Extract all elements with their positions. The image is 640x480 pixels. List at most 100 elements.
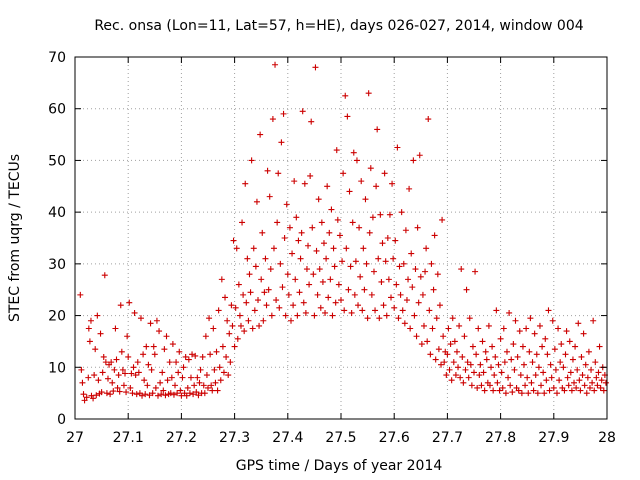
data-point	[533, 351, 540, 358]
x-tick-label: 27.9	[538, 430, 569, 446]
x-tick-label: 27	[66, 430, 84, 446]
data-point	[418, 341, 425, 348]
data-point	[292, 276, 299, 283]
data-point	[81, 397, 88, 404]
data-point	[461, 333, 468, 340]
data-point	[327, 276, 334, 283]
data-point	[228, 302, 235, 309]
data-point	[203, 372, 210, 379]
data-point	[497, 335, 504, 342]
data-point	[576, 377, 583, 384]
data-point	[240, 291, 247, 298]
data-point	[435, 346, 442, 353]
data-point	[401, 320, 408, 327]
data-point	[531, 330, 538, 337]
data-point	[196, 379, 203, 386]
data-point	[108, 359, 115, 366]
data-point	[344, 113, 351, 120]
data-point	[252, 263, 259, 270]
data-point	[225, 372, 232, 379]
data-point	[566, 338, 573, 345]
data-point	[176, 348, 183, 355]
data-point	[101, 272, 108, 279]
data-point	[310, 271, 317, 278]
data-point	[216, 364, 223, 371]
data-point	[115, 372, 122, 379]
data-point	[602, 379, 609, 386]
data-point	[168, 374, 175, 381]
data-point	[588, 366, 595, 373]
data-point	[269, 116, 276, 123]
data-point	[374, 126, 381, 133]
data-point	[567, 369, 574, 376]
data-point	[322, 309, 329, 316]
data-point	[141, 377, 148, 384]
data-point	[466, 315, 473, 322]
data-point	[523, 325, 530, 332]
data-point	[579, 372, 586, 379]
data-point	[357, 273, 364, 280]
data-point	[522, 382, 529, 389]
data-point	[488, 364, 495, 371]
x-tick-label: 27.5	[325, 430, 356, 446]
data-point	[129, 390, 136, 397]
data-point	[143, 343, 150, 350]
data-point	[148, 366, 155, 373]
data-point	[95, 377, 102, 384]
data-point	[85, 325, 92, 332]
data-point	[120, 382, 127, 389]
data-point	[242, 180, 249, 187]
data-point	[455, 364, 462, 371]
x-tick-label: 27.7	[432, 430, 463, 446]
y-tick-label: 70	[48, 50, 66, 66]
data-point	[458, 266, 465, 273]
data-point	[227, 359, 234, 366]
data-point	[192, 352, 199, 359]
y-axis-ticks: 0 10 20 30 40 50 60 70	[48, 50, 607, 428]
data-point	[549, 317, 556, 324]
data-point	[91, 372, 98, 379]
data-point	[317, 304, 324, 311]
data-point	[140, 351, 147, 358]
data-point	[403, 297, 410, 304]
data-point	[307, 172, 314, 179]
data-point	[223, 353, 230, 360]
data-point	[114, 384, 121, 391]
data-point	[157, 379, 164, 386]
data-point	[161, 346, 168, 353]
data-point	[139, 392, 146, 399]
data-point	[412, 266, 419, 273]
data-point	[333, 147, 340, 154]
data-point	[505, 374, 512, 381]
data-point	[206, 315, 213, 322]
data-point	[432, 356, 439, 363]
data-point	[306, 281, 313, 288]
data-point	[530, 387, 537, 394]
data-point	[308, 118, 315, 125]
data-point	[471, 369, 477, 376]
data-point	[309, 224, 316, 231]
data-point	[166, 359, 173, 366]
data-point	[538, 382, 545, 389]
grid-lines	[75, 57, 607, 419]
data-point	[539, 343, 546, 350]
data-point	[336, 232, 343, 239]
data-point	[444, 351, 451, 358]
data-point	[397, 291, 404, 298]
data-point	[335, 281, 342, 288]
x-tick-label: 27.3	[219, 430, 250, 446]
data-point	[250, 245, 257, 252]
data-point	[457, 374, 464, 381]
data-point	[383, 312, 390, 319]
data-point	[473, 351, 480, 358]
data-point	[199, 353, 206, 360]
data-point	[408, 250, 415, 257]
data-point	[524, 374, 531, 381]
data-point	[301, 180, 308, 187]
data-point	[428, 260, 435, 267]
data-point	[503, 348, 510, 355]
data-point	[420, 322, 427, 329]
data-point	[222, 294, 229, 301]
data-point	[158, 391, 165, 398]
data-point	[544, 351, 551, 358]
